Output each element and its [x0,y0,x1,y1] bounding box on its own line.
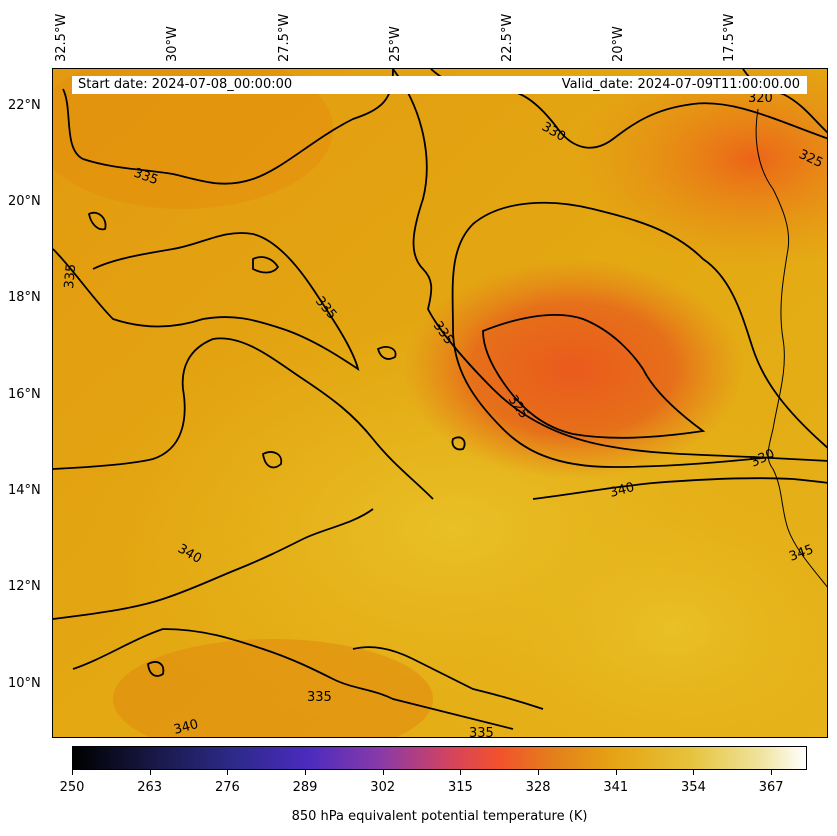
colorbar-tick-label: 354 [681,780,706,795]
contour-loop [451,436,466,451]
contour-335-central [392,69,827,462]
field-low-region [573,69,827,269]
colorbar-tick-label: 302 [370,780,396,795]
contour-label: 340 [172,717,200,738]
lat-label: 18°N [8,290,41,305]
contour-335-south [72,628,514,730]
contour-loop [252,256,280,274]
date-banner: Start date: 2024-07-08_00:00:00 Valid_da… [72,76,807,94]
colorbar-tick [305,770,307,775]
lat-label: 14°N [8,483,41,498]
contour-loop [376,346,397,360]
colorbar-tick [771,770,773,775]
colorbar-title: 850 hPa equivalent potential temperature… [291,809,588,824]
start-date-label: Start date: 2024-07-08_00:00:00 [78,77,293,92]
contour-340-lower [53,508,374,620]
field-mid-region [113,639,433,737]
contour-loop [262,451,283,469]
colorbar-tick [227,770,229,775]
colorbar-tick-label: 341 [603,780,629,795]
valid-date-label: Valid_date: 2024-07-09T11:00:00.00 [561,77,800,92]
contour-label: 320 [748,91,773,106]
lat-label: 16°N [8,387,41,402]
lat-label: 10°N [8,676,41,691]
lon-label: 17.5°W [722,13,737,62]
colorbar-tick [382,770,384,775]
contour-label: 335 [307,690,332,705]
contour-335-west [62,69,394,185]
colorbar-tick [460,770,462,775]
lat-label: 22°N [8,98,41,113]
colorbar-tick [615,770,617,775]
coastline [755,108,827,588]
map-panel: 320 330 325 335 335 335 335 325 330 340 … [52,68,828,738]
contour-335-south-2 [352,646,544,710]
field-high-region [473,489,827,737]
colorbar-tick-label: 367 [758,780,784,795]
contour-330-central [451,201,827,468]
colorbar-tick-label: 328 [525,780,551,795]
colorbar-tick [538,770,540,775]
colorbar-tick-label: 289 [292,780,318,795]
contour-340-south [532,477,827,500]
colorbar-tick [72,770,73,775]
contour-label: 335 [469,726,494,738]
colorbar-tick-label: 315 [447,780,473,795]
field-low-region [403,259,743,479]
contour-340-west [53,337,434,500]
lon-label: 20°W [611,26,626,62]
lat-label: 12°N [8,579,41,594]
contour-335-westcentral [53,232,360,372]
colorbar [72,746,807,770]
colorbar-tick-label: 263 [137,780,163,795]
contour-lines [53,69,827,730]
lon-label: 22.5°W [500,13,515,62]
contour-loop [147,661,165,677]
lon-label: 27.5°W [277,13,292,62]
lon-label: 32.5°W [54,13,69,62]
contour-325-central [482,314,706,439]
contour-label: 340 [608,480,636,501]
colorbar-tick-label: 250 [59,780,85,795]
lon-label: 30°W [165,26,180,62]
colorbar-tick-label: 276 [214,780,240,795]
lon-label: 25°W [388,26,403,62]
colorbar-tick [693,770,695,775]
theta-e-map: 320 330 325 335 335 335 335 325 330 340 … [53,69,827,738]
lat-label: 20°N [8,194,41,209]
contour-label: 335 [62,263,79,289]
contour-loop [87,211,107,231]
colorbar-tick [149,770,151,775]
